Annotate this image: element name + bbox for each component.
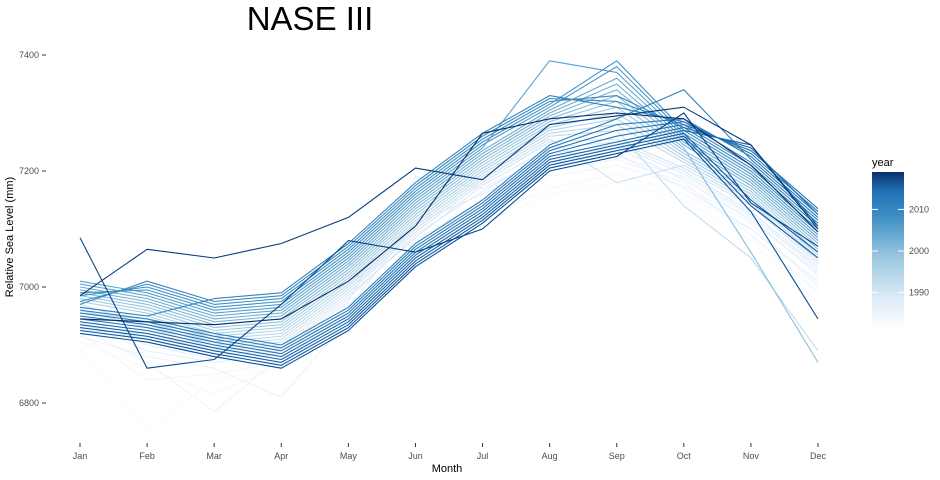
y-axis-title: Relative Sea Level (mm) xyxy=(4,177,16,297)
y-tick-label: 7000 xyxy=(19,282,39,292)
series-line xyxy=(79,164,819,381)
series-line xyxy=(79,126,819,358)
x-tick-label: Aug xyxy=(542,451,558,461)
series-layer xyxy=(79,60,819,432)
x-tick-label: Dec xyxy=(810,451,827,461)
x-axis: Jan Feb Mar Apr May Jun Jul Aug Sep Oct Nov Dec xyxy=(73,443,827,461)
series-line xyxy=(79,95,819,363)
series-line xyxy=(79,95,819,305)
series-line xyxy=(79,147,819,361)
series-line xyxy=(79,138,819,369)
x-tick-label: May xyxy=(340,451,358,461)
series-line xyxy=(79,112,819,334)
y-axis: 6800 7000 7200 7400 xyxy=(19,50,46,408)
x-axis-title: Month xyxy=(432,463,463,475)
y-tick-label: 7200 xyxy=(19,166,39,176)
series-line xyxy=(79,60,819,308)
series-line xyxy=(79,118,819,349)
series-line xyxy=(79,112,819,326)
x-tick-label: Feb xyxy=(139,451,155,461)
x-tick-label: Nov xyxy=(743,451,760,461)
series-line xyxy=(79,60,819,314)
legend-title: year xyxy=(872,157,894,169)
series-line xyxy=(79,173,819,395)
series-line xyxy=(79,89,819,346)
series-line xyxy=(79,138,819,349)
series-line xyxy=(79,144,819,358)
series-line xyxy=(79,155,819,398)
series-line xyxy=(79,132,819,363)
x-tick-label: Jan xyxy=(73,451,88,461)
y-tick-label: 6800 xyxy=(19,398,39,408)
series-line xyxy=(79,129,819,361)
series-line xyxy=(79,124,819,355)
series-line xyxy=(79,83,819,320)
x-tick-label: Sep xyxy=(609,451,625,461)
legend-tick-label: 2010 xyxy=(909,204,929,214)
series-line xyxy=(79,106,819,297)
legend-tick-label: 1990 xyxy=(909,288,929,298)
legend-ticks: 1990 2000 2010 xyxy=(872,204,929,298)
chart-title: NASE III xyxy=(247,0,374,37)
series-line xyxy=(79,77,819,317)
series-line xyxy=(79,182,819,432)
series-line xyxy=(79,106,819,332)
series-line xyxy=(79,138,819,346)
series-line xyxy=(79,112,819,369)
series-line xyxy=(79,141,819,352)
legend-tick-label: 2000 xyxy=(909,246,929,256)
series-line xyxy=(79,158,819,413)
x-tick-label: Jun xyxy=(408,451,423,461)
series-line xyxy=(79,124,819,340)
series-line xyxy=(79,66,819,311)
series-line xyxy=(79,135,819,366)
x-tick-label: Oct xyxy=(677,451,692,461)
series-line xyxy=(79,129,819,352)
x-tick-label: Mar xyxy=(206,451,222,461)
x-tick-label: Jul xyxy=(477,451,489,461)
legend: year 1990 2000 2010 xyxy=(872,157,929,330)
x-tick-label: Apr xyxy=(274,451,288,461)
y-tick-label: 7400 xyxy=(19,50,39,60)
